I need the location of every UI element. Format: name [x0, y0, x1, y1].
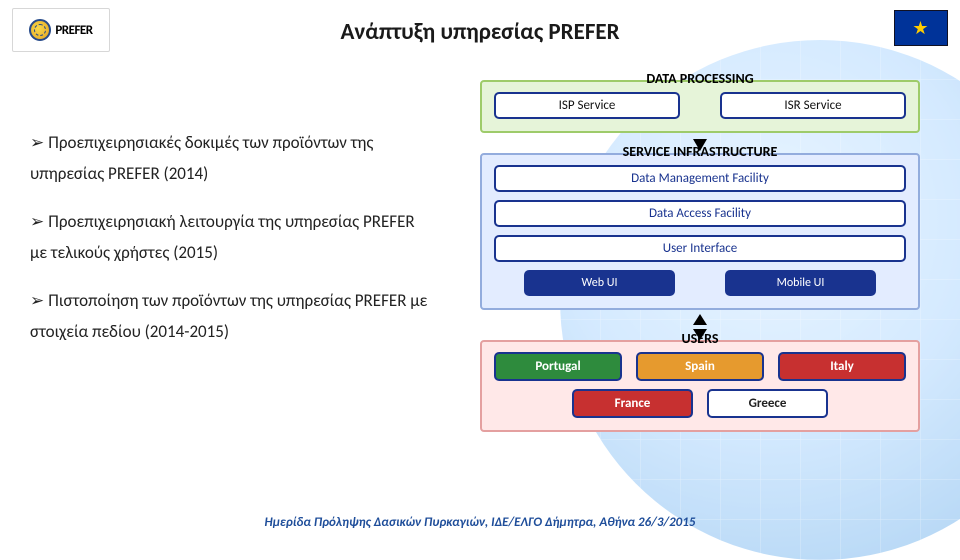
bullet-list: Προεπιχειρησιακές δοκιμές των προϊόντων …	[30, 128, 430, 366]
service-infrastructure-panel: SERVICE INFRASTRUCTURE Data Management F…	[480, 153, 920, 310]
user-interface-pill: User Interface	[494, 235, 906, 262]
data-processing-title: DATA PROCESSING	[482, 70, 918, 87]
data-management-pill: Data Management Facility	[494, 165, 906, 192]
bullet-item: Προεπιχειρησιακή λειτουργία της υπηρεσία…	[30, 207, 430, 268]
users-title: USERS	[482, 330, 918, 347]
service-infrastructure-title: SERVICE INFRASTRUCTURE	[482, 143, 918, 160]
user-france-pill: France	[572, 389, 693, 418]
slide: PREFER ★ Ανάπτυξη υπηρεσίας PREFER Προεπ…	[0, 0, 960, 540]
user-greece-pill: Greece	[707, 389, 828, 418]
mobile-ui-pill: Mobile UI	[725, 270, 876, 296]
user-portugal-pill: Portugal	[494, 352, 622, 381]
slide-title: Ανάπτυξη υπηρεσίας PREFER	[0, 18, 960, 46]
footer-text: Ημερίδα Πρόληψης Δασικών Πυρκαγιών, ΙΔΕ/…	[0, 515, 960, 530]
architecture-diagram: DATA PROCESSING ISP Service ISR Service …	[480, 80, 920, 442]
isr-service-pill: ISR Service	[720, 92, 906, 119]
data-access-pill: Data Access Facility	[494, 200, 906, 227]
bullet-item: Προεπιχειρησιακές δοκιμές των προϊόντων …	[30, 128, 430, 189]
data-processing-panel: DATA PROCESSING ISP Service ISR Service	[480, 80, 920, 133]
bullet-item: Πιστοποίηση των προϊόντων της υπηρεσίας …	[30, 286, 430, 347]
web-ui-pill: Web UI	[524, 270, 675, 296]
users-panel: USERS Portugal Spain Italy France Greece	[480, 340, 920, 432]
user-spain-pill: Spain	[636, 352, 764, 381]
isp-service-pill: ISP Service	[494, 92, 680, 119]
user-italy-pill: Italy	[778, 352, 906, 381]
